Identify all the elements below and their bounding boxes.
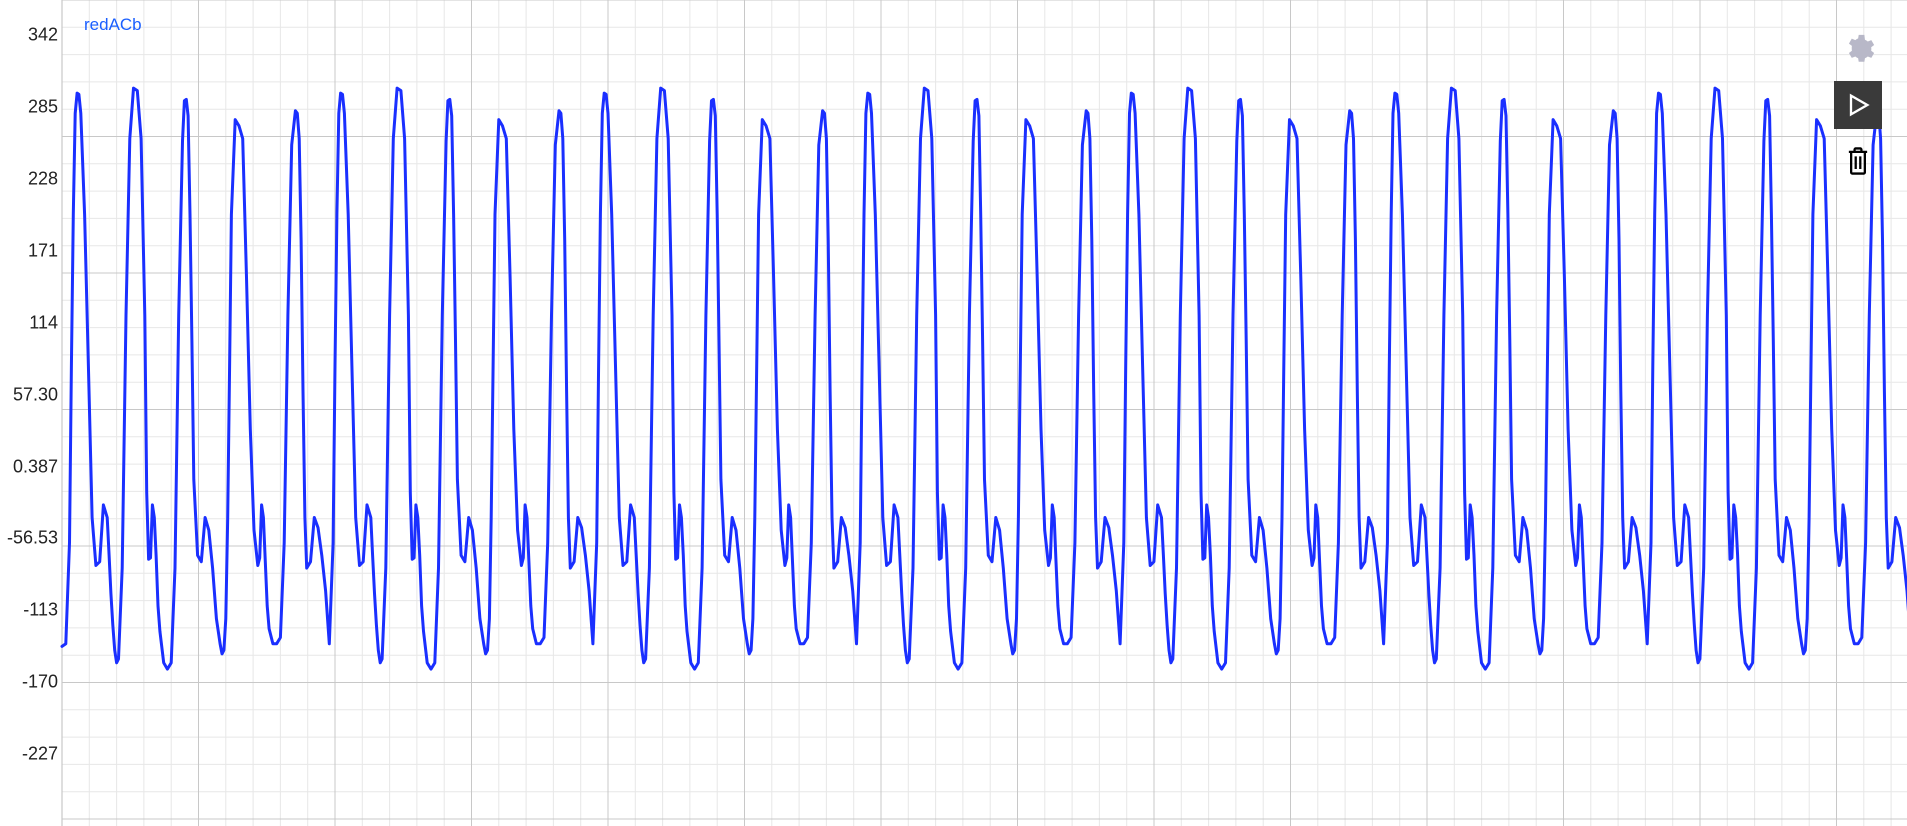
y-tick-label: -227 — [22, 743, 58, 764]
y-tick-label: -56.53 — [7, 528, 58, 549]
chart-svg — [0, 0, 1907, 826]
y-tick-label: 342 — [28, 25, 58, 46]
toolbar — [1834, 25, 1882, 185]
settings-button[interactable] — [1834, 25, 1882, 73]
y-tick-label: -113 — [23, 599, 58, 620]
y-tick-label: 285 — [28, 97, 58, 118]
series-line — [62, 88, 1907, 669]
y-tick-label: 228 — [28, 169, 58, 190]
play-button[interactable] — [1834, 81, 1882, 129]
trash-icon — [1844, 145, 1872, 177]
y-tick-label: 0.387 — [13, 456, 58, 477]
y-tick-label: 171 — [28, 241, 58, 262]
chart-container: 342 285 228 171 114 57.30 0.387 -56.53 -113 -170 -… — [0, 0, 1907, 826]
y-tick-label: 57.30 — [13, 384, 58, 405]
y-tick-label: -170 — [22, 671, 58, 692]
y-tick-label: 114 — [29, 313, 58, 334]
delete-button[interactable] — [1834, 137, 1882, 185]
series-label: redACb — [84, 15, 142, 35]
play-icon — [1844, 91, 1872, 119]
gear-icon — [1841, 32, 1875, 66]
